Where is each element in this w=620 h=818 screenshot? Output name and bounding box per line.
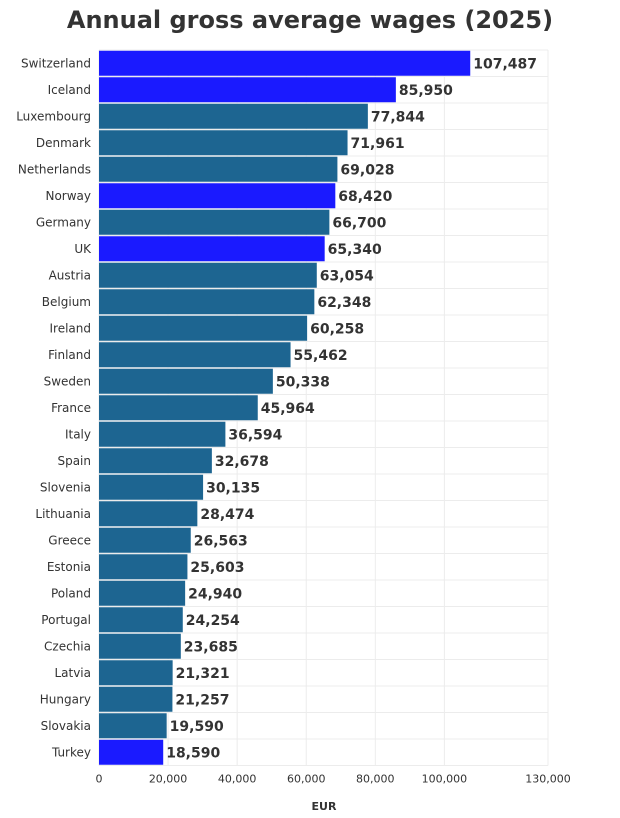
- data-label: 21,321: [176, 666, 230, 682]
- bar[interactable]: [99, 103, 368, 129]
- x-tick-label: 130,000: [525, 773, 571, 786]
- bar[interactable]: [99, 448, 212, 474]
- category-label: Norway: [45, 189, 91, 203]
- bar[interactable]: [99, 262, 317, 288]
- bar[interactable]: [99, 209, 330, 235]
- bar[interactable]: [99, 580, 186, 606]
- x-tick-label: 40,000: [218, 773, 257, 786]
- bars: [99, 50, 471, 765]
- category-label: Sweden: [44, 374, 91, 388]
- bar[interactable]: [99, 395, 258, 421]
- category-label: Netherlands: [18, 162, 91, 176]
- category-label: Spain: [57, 454, 91, 468]
- data-label: 19,590: [170, 719, 224, 735]
- data-label: 107,487: [473, 56, 537, 72]
- bar[interactable]: [99, 421, 226, 447]
- data-label: 68,420: [338, 189, 392, 205]
- chart-title: Annual gross average wages (2025): [66, 6, 554, 34]
- bar[interactable]: [99, 739, 164, 765]
- data-label: 69,028: [340, 162, 394, 178]
- data-label: 55,462: [294, 348, 348, 364]
- category-label: Austria: [49, 268, 91, 282]
- bar[interactable]: [99, 342, 291, 368]
- data-label: 65,340: [328, 242, 382, 258]
- category-label: Portugal: [41, 613, 91, 627]
- bar[interactable]: [99, 554, 188, 580]
- category-label: Belgium: [42, 295, 91, 309]
- category-label: Ireland: [49, 321, 91, 335]
- x-axis-tick-labels: 0 20,000 40,000 60,000 80,000 100,000 130,000: [96, 773, 571, 786]
- data-label: 21,257: [175, 692, 229, 708]
- data-label: 62,348: [317, 295, 371, 311]
- bar[interactable]: [99, 660, 173, 686]
- data-label: 36,594: [228, 427, 282, 443]
- x-axis-title: EUR: [311, 800, 337, 813]
- data-label: 32,678: [215, 454, 269, 470]
- data-label: 71,961: [351, 136, 405, 152]
- category-label: Denmark: [36, 136, 91, 150]
- data-label: 45,964: [261, 401, 315, 417]
- bar[interactable]: [99, 183, 336, 209]
- x-tick-label: 100,000: [422, 773, 468, 786]
- category-label: Greece: [48, 533, 91, 547]
- category-label: Slovenia: [40, 480, 91, 494]
- bar[interactable]: [99, 527, 191, 553]
- bar[interactable]: [99, 156, 338, 182]
- category-label: UK: [74, 242, 92, 256]
- category-label: Lithuania: [35, 507, 91, 521]
- category-labels: Switzerland Iceland Luxembourg Denmark Nethe…: [16, 56, 92, 759]
- bar[interactable]: [99, 686, 173, 712]
- data-label: 85,950: [399, 83, 453, 99]
- x-tick-label: 0: [96, 773, 103, 786]
- data-label: 30,135: [206, 480, 260, 496]
- bar[interactable]: [99, 77, 396, 103]
- bar[interactable]: [99, 474, 204, 500]
- bar[interactable]: [99, 713, 167, 739]
- x-tick-label: 20,000: [149, 773, 188, 786]
- category-label: Switzerland: [21, 56, 91, 70]
- bar[interactable]: [99, 130, 348, 156]
- data-label: 66,700: [332, 215, 386, 231]
- category-label: Slovakia: [41, 719, 91, 733]
- category-label: Luxembourg: [16, 109, 91, 123]
- bar[interactable]: [99, 501, 198, 527]
- x-tick-label: 80,000: [356, 773, 395, 786]
- category-label: Hungary: [40, 692, 91, 706]
- data-label: 77,844: [371, 109, 425, 125]
- x-tick-label: 60,000: [287, 773, 326, 786]
- data-label: 28,474: [200, 507, 254, 523]
- category-label: Finland: [48, 348, 91, 362]
- category-label: Turkey: [51, 745, 91, 759]
- bar[interactable]: [99, 50, 471, 76]
- category-label: France: [51, 401, 91, 415]
- value-labels: 107,487 85,950 77,844 71,961 69,028 68,420 66,…: [166, 56, 537, 761]
- data-label: 18,590: [166, 745, 220, 761]
- category-label: Italy: [65, 427, 91, 441]
- bar[interactable]: [99, 289, 315, 315]
- category-label: Estonia: [47, 560, 91, 574]
- data-label: 26,563: [194, 533, 248, 549]
- category-label: Iceland: [48, 83, 91, 97]
- bar[interactable]: [99, 236, 325, 262]
- data-label: 23,685: [184, 639, 238, 655]
- data-label: 25,603: [190, 560, 244, 576]
- category-label: Germany: [36, 215, 91, 229]
- category-label: Czechia: [44, 639, 91, 653]
- bar[interactable]: [99, 633, 181, 659]
- bar[interactable]: [99, 607, 183, 633]
- data-label: 24,254: [186, 613, 240, 629]
- category-label: Poland: [51, 586, 91, 600]
- data-label: 50,338: [276, 374, 330, 390]
- bar[interactable]: [99, 368, 273, 394]
- data-label: 60,258: [310, 321, 364, 337]
- bar[interactable]: [99, 315, 308, 341]
- data-label: 63,054: [320, 268, 374, 284]
- data-label: 24,940: [188, 586, 242, 602]
- category-label: Latvia: [54, 666, 91, 680]
